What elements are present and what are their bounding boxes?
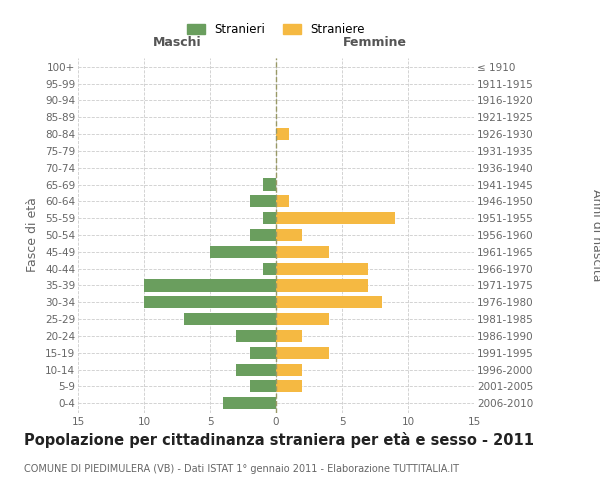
Bar	[236, 364, 276, 376]
Bar	[276, 364, 302, 376]
Text: Femmine: Femmine	[343, 36, 407, 49]
Bar	[210, 246, 276, 258]
Bar	[263, 178, 276, 190]
Y-axis label: Fasce di età: Fasce di età	[26, 198, 40, 272]
Text: Popolazione per cittadinanza straniera per età e sesso - 2011: Popolazione per cittadinanza straniera p…	[24, 432, 534, 448]
Bar	[276, 346, 329, 359]
Bar	[276, 196, 289, 207]
Bar	[250, 196, 276, 207]
Bar	[276, 246, 329, 258]
Bar	[250, 229, 276, 241]
Bar	[223, 397, 276, 409]
Bar	[276, 296, 382, 308]
Bar	[276, 262, 368, 274]
Bar	[144, 280, 276, 291]
Bar	[184, 313, 276, 325]
Bar	[276, 330, 302, 342]
Bar	[276, 212, 395, 224]
Bar	[250, 346, 276, 359]
Text: COMUNE DI PIEDIMULERA (VB) - Dati ISTAT 1° gennaio 2011 - Elaborazione TUTTITALI: COMUNE DI PIEDIMULERA (VB) - Dati ISTAT …	[24, 464, 459, 474]
Bar	[276, 380, 302, 392]
Bar	[236, 330, 276, 342]
Bar	[250, 380, 276, 392]
Y-axis label: Anni di nascita: Anni di nascita	[590, 188, 600, 281]
Text: Maschi: Maschi	[152, 36, 202, 49]
Bar	[276, 280, 368, 291]
Bar	[276, 128, 289, 140]
Legend: Stranieri, Straniere: Stranieri, Straniere	[182, 18, 370, 41]
Bar	[263, 212, 276, 224]
Bar	[144, 296, 276, 308]
Bar	[276, 313, 329, 325]
Bar	[276, 229, 302, 241]
Bar	[263, 262, 276, 274]
